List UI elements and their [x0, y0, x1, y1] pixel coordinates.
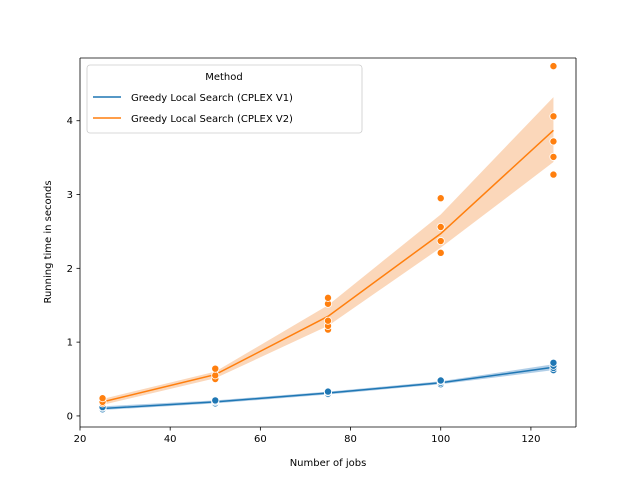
data-point-2 — [436, 222, 445, 231]
axes — [79, 57, 577, 428]
data-point-2 — [323, 316, 332, 325]
y-ticks: 0 1 2 3 4 — [67, 116, 80, 422]
x-tick-label: 20 — [74, 434, 87, 445]
y-tick-label: 4 — [67, 116, 73, 127]
data-point-1 — [549, 358, 558, 367]
legend-label-v1: Greedy Local Search (CPLEX V1) — [131, 93, 293, 104]
data-point-2 — [323, 293, 332, 302]
x-tick-label: 40 — [164, 434, 177, 445]
y-axis-label: Running time in seconds — [43, 180, 54, 303]
legend-title: Method — [205, 72, 243, 83]
data-point-2 — [549, 170, 558, 179]
data-point-2 — [549, 62, 558, 71]
data-point-1 — [211, 396, 220, 405]
x-tick-label: 100 — [431, 434, 450, 445]
data-point-1 — [436, 376, 445, 385]
data-point-2 — [436, 248, 445, 257]
x-tick-label: 120 — [521, 434, 540, 445]
x-ticks: 20 40 60 80 100 120 — [74, 427, 540, 445]
legend: Method Greedy Local Search (CPLEX V1) Gr… — [86, 64, 363, 134]
x-tick-label: 80 — [344, 434, 357, 445]
data-point-2 — [98, 394, 107, 403]
x-tick-label: 60 — [254, 434, 267, 445]
y-tick-label: 0 — [67, 411, 73, 422]
data-point-2 — [549, 112, 558, 121]
data-point-2 — [549, 152, 558, 161]
data-point-2 — [549, 137, 558, 146]
data-point-2 — [211, 371, 220, 380]
data-point-2 — [436, 237, 445, 246]
legend-box — [86, 64, 363, 134]
series-line-2 — [102, 129, 554, 403]
y-tick-label: 1 — [67, 338, 73, 349]
data-point-2 — [436, 194, 445, 203]
data-points — [98, 62, 558, 414]
data-point-1 — [323, 387, 332, 396]
data-point-2 — [211, 364, 220, 373]
x-axis-label: Number of jobs — [290, 458, 367, 469]
y-tick-label: 2 — [67, 264, 73, 275]
legend-label-v2: Greedy Local Search (CPLEX V2) — [131, 114, 293, 125]
y-tick-label: 3 — [67, 190, 73, 201]
